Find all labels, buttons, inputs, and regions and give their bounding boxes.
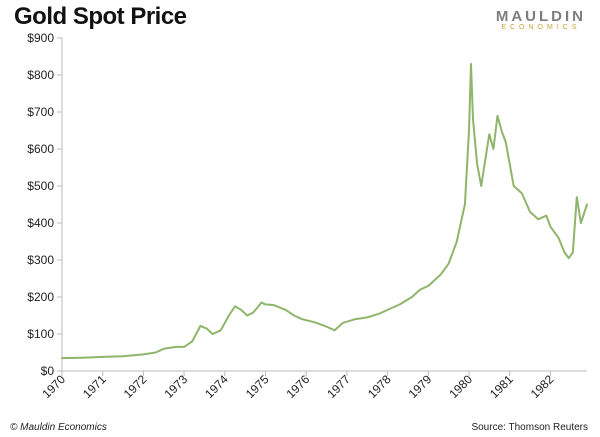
x-tick-label: 1976: [284, 372, 313, 401]
copyright-text: © Mauldin Economics: [10, 422, 107, 433]
x-tick-label: 1981: [487, 372, 516, 401]
x-tick-label: 1973: [161, 372, 190, 401]
y-tick-label: $800: [27, 68, 54, 82]
y-tick-label: $600: [27, 142, 54, 156]
brand-main-text: MAULDIN: [495, 8, 586, 25]
y-tick-label: $200: [27, 290, 54, 304]
y-tick-label: $700: [27, 105, 54, 119]
series-group: [61, 62, 588, 360]
x-tick-label: 1979: [406, 372, 435, 401]
source-text: Source: Thomson Reuters: [471, 422, 588, 433]
brand-logo: MAULDIN ECONOMICS: [496, 8, 586, 31]
x-tick-label: 1972: [121, 372, 150, 401]
x-axis: 1970 1971 1972 1973 1974 1975 1976 1977 1978 1979…: [39, 370, 587, 401]
x-tick-label: 1980: [446, 372, 475, 401]
y-axis: $0 $100 $200 $300 $400 $500 $600 $700 $800 $900: [27, 31, 63, 378]
y-tick-label: $400: [27, 216, 54, 230]
y-tick-label: $0: [41, 364, 55, 378]
y-tick-label: $900: [27, 31, 54, 45]
brand-sub-text: ECONOMICS: [501, 24, 581, 31]
x-tick-label: 1978: [365, 372, 394, 401]
x-tick-label: 1974: [202, 372, 231, 401]
y-tick-label: $500: [27, 179, 54, 193]
x-tick-label: 1977: [324, 372, 353, 401]
x-tick-label: 1975: [243, 372, 272, 401]
x-tick-label: 1982: [528, 372, 557, 401]
chart-title: Gold Spot Price: [14, 3, 187, 30]
gold-price-line: [61, 62, 588, 360]
y-tick-label: $100: [27, 327, 54, 341]
y-tick-label: $300: [27, 253, 54, 267]
x-tick-label: 1971: [80, 372, 109, 401]
